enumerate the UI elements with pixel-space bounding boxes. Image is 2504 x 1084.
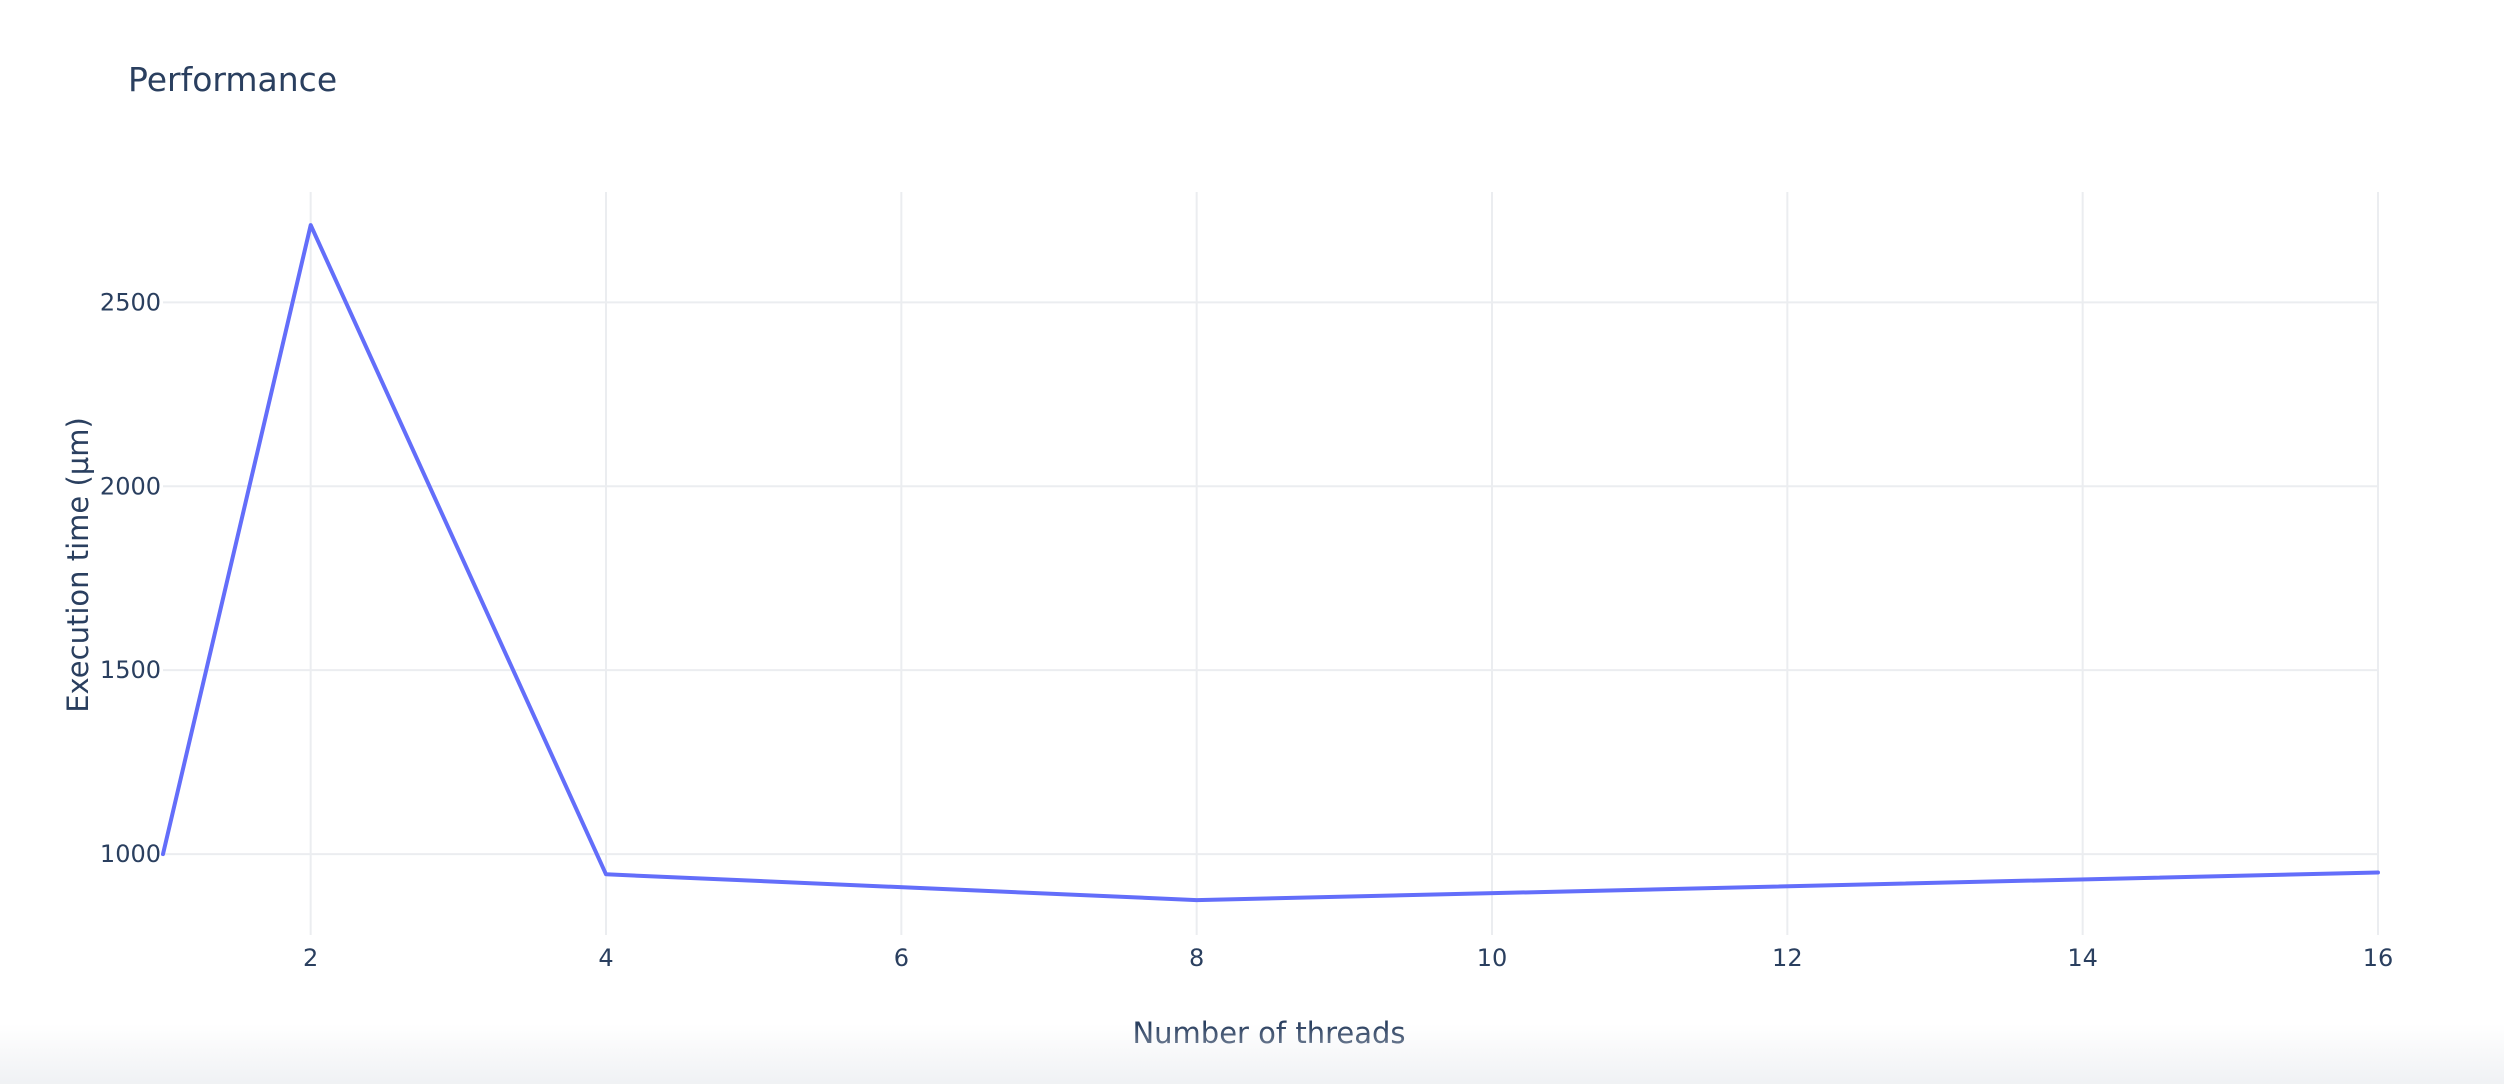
bottom-fade bbox=[0, 1024, 2504, 1084]
x-tick-label: 12 bbox=[1772, 944, 1803, 972]
x-tick-label: 16 bbox=[2363, 944, 2394, 972]
series-line bbox=[161, 223, 2380, 903]
y-tick-label: 1000 bbox=[100, 840, 161, 868]
x-tick-label: 4 bbox=[598, 944, 613, 972]
series-layer bbox=[161, 223, 2380, 903]
y-tick-label: 2500 bbox=[100, 288, 161, 316]
y-axis-title: Execution time (µm) bbox=[61, 417, 95, 713]
x-tick-label: 14 bbox=[2067, 944, 2098, 972]
x-tick-label: 8 bbox=[1189, 944, 1204, 972]
y-tick-labels: 1000 1500 2000 2500 bbox=[100, 288, 161, 868]
x-gridlines bbox=[309, 192, 2379, 935]
x-tick-label: 6 bbox=[894, 944, 909, 972]
y-gridlines bbox=[163, 301, 2378, 856]
x-tick-label: 10 bbox=[1477, 944, 1508, 972]
y-tick-label: 1500 bbox=[100, 656, 161, 684]
chart-title: Performance bbox=[128, 60, 337, 99]
x-tick-label: 2 bbox=[303, 944, 318, 972]
x-tick-labels: 2 4 6 8 10 12 14 16 bbox=[303, 944, 2393, 972]
y-tick-label: 2000 bbox=[100, 472, 161, 500]
